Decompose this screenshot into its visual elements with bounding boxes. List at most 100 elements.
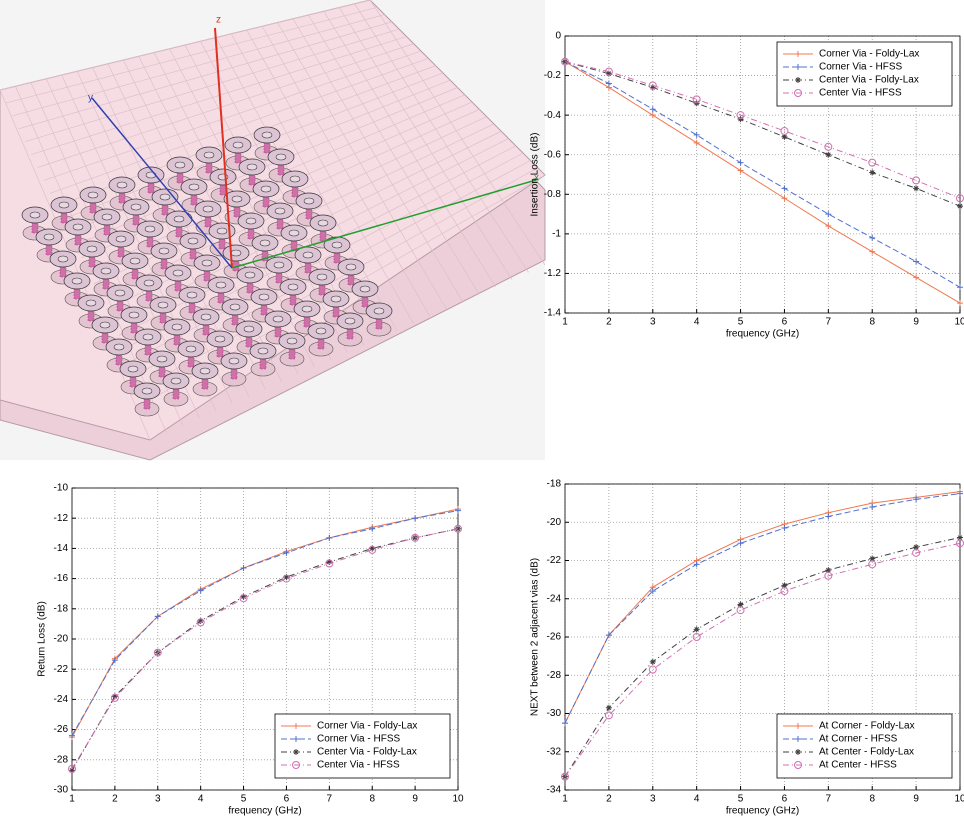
pad-hole — [144, 280, 154, 286]
y-tick-label: -12 — [54, 513, 69, 524]
pad-hole — [160, 194, 170, 200]
pad-hole — [131, 204, 141, 210]
pad-hole — [346, 264, 356, 270]
pad-hole — [261, 186, 271, 192]
pad-hole — [172, 324, 182, 330]
pad-hole — [273, 316, 283, 322]
pad-hole — [258, 348, 268, 354]
legend-label: At Center - HFSS — [819, 760, 897, 771]
x-tick-label: 1 — [562, 317, 568, 328]
legend-label: Center Via - HFSS — [317, 760, 400, 771]
pad-hole — [117, 182, 127, 188]
x-tick-label: 7 — [327, 794, 333, 805]
y-tick-label: 0 — [555, 31, 561, 42]
pad-hole — [175, 162, 185, 168]
y-tick-label: -1.2 — [544, 268, 562, 279]
x-axis-label: frequency (GHz) — [228, 806, 301, 817]
figure: z y x -1.4-1.2-1-0.8-0.6-0.4-0.201234567… — [0, 0, 964, 823]
pad-hole — [229, 358, 239, 364]
x-tick-label: 3 — [155, 794, 161, 805]
pad-hole — [204, 152, 214, 158]
x-tick-label: 9 — [913, 317, 919, 328]
x-tick-label: 1 — [69, 794, 75, 805]
x-tick-label: 7 — [826, 794, 832, 805]
y-tick-label: -0.8 — [544, 189, 562, 200]
y-tick-label: -1.4 — [544, 308, 562, 319]
legend-label: Corner Via - Foldy-Lax — [317, 721, 417, 732]
pad-hole — [159, 248, 169, 254]
model-view: z y x — [0, 0, 545, 460]
y-tick-label: -24 — [54, 694, 69, 705]
legend-label: At Corner - Foldy-Lax — [819, 721, 915, 732]
pad-hole — [288, 284, 298, 290]
pad-hole — [158, 302, 168, 308]
pad-hole — [173, 270, 183, 276]
pad-hole — [260, 240, 270, 246]
x-tick-label: 4 — [198, 794, 204, 805]
pad-hole — [128, 366, 138, 372]
pad-hole — [44, 234, 54, 240]
y-tick-label: -18 — [54, 603, 69, 614]
pad-hole — [244, 326, 254, 332]
x-tick-label: 4 — [694, 317, 700, 328]
pad-hole — [217, 228, 227, 234]
pad-hole — [259, 294, 269, 300]
legend-label: Corner Via - HFSS — [317, 734, 401, 745]
pad-hole — [188, 238, 198, 244]
x-tick-label: 10 — [954, 317, 964, 328]
pad-hole — [276, 154, 286, 160]
pad-hole — [189, 184, 199, 190]
pad-hole — [304, 198, 314, 204]
pad-hole — [157, 356, 167, 362]
y-tick-label: -30 — [54, 785, 69, 796]
pad-hole — [262, 132, 272, 138]
legend-label: Center Via - Foldy-Lax — [819, 75, 919, 86]
y-tick-label: -10 — [54, 483, 69, 494]
pad-hole — [290, 176, 300, 182]
x-tick-label: 10 — [954, 794, 964, 805]
x-tick-label: 4 — [694, 794, 700, 805]
pad-hole — [246, 218, 256, 224]
pad-hole — [245, 272, 255, 278]
x-tick-label: 2 — [606, 317, 612, 328]
y-tick-label: -0.4 — [544, 110, 562, 121]
pad-hole — [100, 322, 110, 328]
y-tick-label: -20 — [547, 517, 562, 528]
y-tick-label: -14 — [54, 543, 69, 554]
y-tick-label: -20 — [54, 634, 69, 645]
y-tick-label: -18 — [547, 479, 562, 490]
x-axis-label: frequency (GHz) — [726, 329, 799, 340]
pad-hole — [142, 388, 152, 394]
pad-hole — [101, 268, 111, 274]
x-tick-label: 5 — [738, 317, 744, 328]
x-tick-label: 9 — [913, 794, 919, 805]
y-axis-label: Return Loss (dB) — [37, 601, 48, 677]
x-tick-label: 8 — [869, 794, 875, 805]
x-tick-label: 3 — [650, 317, 656, 328]
pad-hole — [274, 262, 284, 268]
pad-hole — [232, 196, 242, 202]
y-axis-label: Insertion Loss (dB) — [530, 133, 541, 217]
x-tick-label: 6 — [782, 794, 788, 805]
y-tick-label: -32 — [547, 746, 562, 757]
legend-label: At Corner - HFSS — [819, 734, 898, 745]
pad-hole — [233, 142, 243, 148]
x-tick-label: 1 — [562, 794, 568, 805]
pad-hole — [275, 208, 285, 214]
pad-hole — [145, 226, 155, 232]
y-tick-label: -30 — [547, 708, 562, 719]
x-tick-label: 8 — [869, 317, 875, 328]
x-tick-label: 6 — [284, 794, 290, 805]
x-tick-label: 2 — [112, 794, 118, 805]
y-tick-label: -0.6 — [544, 149, 562, 160]
pad-hole — [86, 300, 96, 306]
pad-hole — [200, 368, 210, 374]
x-tick-label: 10 — [452, 794, 464, 805]
x-tick-label: 9 — [412, 794, 418, 805]
pad-hole — [203, 206, 213, 212]
pad-hole — [59, 202, 69, 208]
pad-hole — [115, 290, 125, 296]
y-tick-label: -28 — [54, 754, 69, 765]
